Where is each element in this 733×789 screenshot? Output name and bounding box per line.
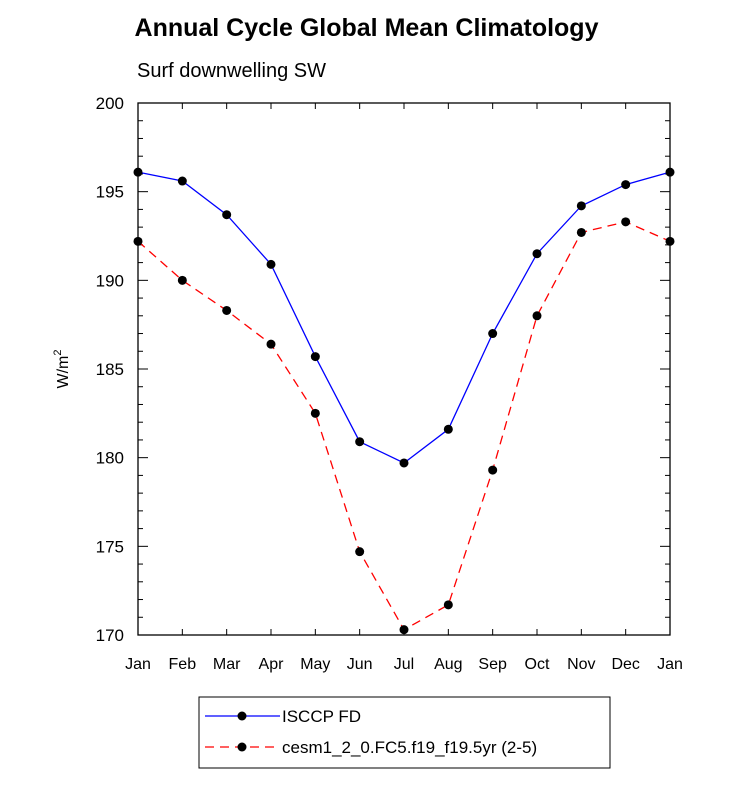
- x-tick-label: Jan: [125, 656, 151, 673]
- x-tick-label: Oct: [525, 656, 550, 673]
- chart-title: Annual Cycle Global Mean Climatology: [134, 14, 599, 42]
- x-tick-label: Aug: [434, 656, 462, 673]
- series-2-point: [355, 547, 365, 557]
- y-tick-label: 195: [96, 183, 124, 202]
- series-1-point: [443, 424, 453, 434]
- y-axis-label-text: W/m: [55, 356, 72, 389]
- series-1-point: [310, 352, 320, 362]
- x-tick-label: Mar: [213, 656, 241, 673]
- legend-marker-1: [237, 711, 247, 721]
- series-1-point: [621, 180, 631, 190]
- y-tick-label: 170: [96, 626, 124, 645]
- x-tick-label: Jun: [347, 656, 373, 673]
- series-2-point: [399, 625, 409, 635]
- legend-marker-2: [237, 742, 247, 752]
- legend-box: [198, 696, 611, 769]
- legend-label-2: cesm1_2_0.FC5.f19_f19.5yr (2-5): [282, 738, 537, 757]
- series-2-point: [488, 465, 498, 475]
- y-tick-label: 175: [96, 537, 124, 556]
- x-tick-label: Feb: [169, 656, 197, 673]
- series-2-point: [665, 236, 675, 246]
- y-axis-label: W/m2: [52, 350, 72, 389]
- series-1-point: [576, 201, 586, 211]
- y-tick-label: 185: [96, 360, 124, 379]
- series-2-point: [222, 305, 232, 315]
- plot-axes: [137, 102, 671, 636]
- y-tick-label: 200: [96, 94, 124, 113]
- series-2-point: [133, 236, 143, 246]
- x-tick-label: Nov: [567, 656, 595, 673]
- plot-frame: [137, 102, 671, 636]
- x-tick-label: Apr: [259, 656, 285, 673]
- series-layer: [133, 167, 675, 635]
- series-1-point: [399, 458, 409, 468]
- series-2-point: [266, 339, 276, 349]
- series-1-point: [488, 329, 498, 339]
- series-line-1: [137, 171, 671, 464]
- series-1-point: [177, 176, 187, 186]
- y-tick-label: 180: [96, 449, 124, 468]
- series-1-point: [266, 259, 276, 269]
- x-tick-label: May: [300, 656, 330, 673]
- series-2-point: [621, 217, 631, 227]
- series-2-point: [443, 600, 453, 610]
- chart-subtitle: Surf downwelling SW: [137, 60, 326, 82]
- series-2-point: [310, 408, 320, 418]
- series-2-point: [576, 227, 586, 237]
- y-axis-label-superscript: 2: [52, 350, 64, 356]
- series-1-point: [665, 167, 675, 177]
- x-tick-label: Jul: [394, 656, 414, 673]
- series-2-point: [532, 311, 542, 321]
- legend: ISCCP FD cesm1_2_0.FC5.f19_f19.5yr (2-5): [198, 696, 611, 769]
- series-1-point: [532, 249, 542, 259]
- y-axis-ticks: 170 175 180 185 190 195 200: [96, 94, 670, 645]
- series-line-2: [137, 221, 671, 631]
- x-tick-label: Sep: [478, 656, 507, 673]
- series-1-point: [355, 437, 365, 447]
- legend-label-1: ISCCP FD: [282, 707, 361, 726]
- x-axis-ticks: Jan Feb Mar Apr May Jun Jul Aug Sep Oct Nov Dec Jan: [125, 103, 683, 673]
- series-1-point: [222, 210, 232, 220]
- x-tick-label: Dec: [611, 656, 639, 673]
- x-tick-label: Jan: [657, 656, 683, 673]
- series-2-point: [177, 275, 187, 285]
- series-1-point: [133, 167, 143, 177]
- y-tick-label: 190: [96, 271, 124, 290]
